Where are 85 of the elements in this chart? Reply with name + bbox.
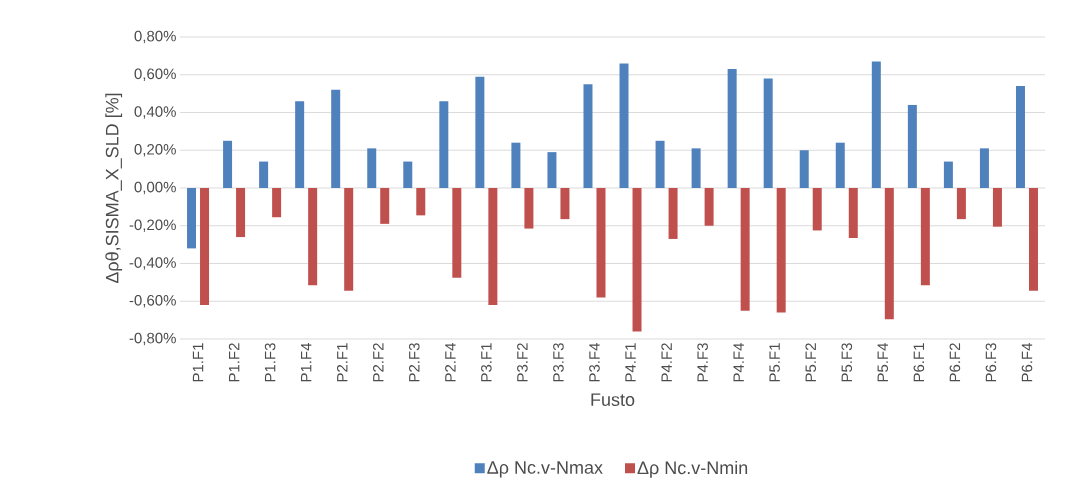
legend-label: Δρ Nc.v-Nmin bbox=[637, 460, 748, 478]
x-tick-label: P2.F3 bbox=[408, 343, 420, 382]
x-tick-label: P4.F2 bbox=[661, 343, 672, 382]
bar bbox=[475, 76, 485, 188]
x-tick-label: P4.F4 bbox=[733, 342, 744, 382]
bar bbox=[223, 140, 233, 188]
bar bbox=[727, 69, 737, 188]
legend-label: Δρ Nc.v-Nmax bbox=[487, 461, 603, 478]
bar bbox=[776, 187, 786, 313]
x-tick-label: P4.F3 bbox=[697, 343, 708, 382]
x-tick-label: P1.F2 bbox=[228, 343, 240, 382]
y-tick-label: -0,60% bbox=[129, 295, 176, 308]
x-tick-label: P5.F1 bbox=[769, 343, 780, 382]
bar bbox=[560, 187, 570, 220]
bar bbox=[511, 142, 521, 188]
bar bbox=[655, 140, 665, 188]
x-tick-label: P2.F4 bbox=[445, 342, 456, 382]
bar bbox=[799, 150, 809, 188]
bar bbox=[403, 161, 413, 188]
bar bbox=[200, 187, 210, 306]
x-tick-label: P3.F1 bbox=[481, 343, 492, 382]
bar bbox=[344, 187, 354, 291]
bar bbox=[884, 187, 894, 320]
bar bbox=[871, 61, 881, 188]
y-tick-label: 0,40% bbox=[134, 106, 176, 119]
x-tick-label: P1.F3 bbox=[264, 343, 276, 382]
x-tick-label: P5.F4 bbox=[877, 342, 889, 382]
bar bbox=[331, 89, 341, 188]
bar bbox=[187, 187, 197, 249]
x-tick-label: P5.F2 bbox=[805, 343, 817, 382]
bar bbox=[907, 104, 917, 188]
bar bbox=[439, 101, 449, 188]
y-tick-label: 0,00% bbox=[134, 181, 176, 195]
bar bbox=[835, 142, 845, 188]
bar bbox=[259, 161, 269, 188]
bar bbox=[704, 187, 714, 226]
bar bbox=[979, 148, 989, 188]
x-tick-label: P3.F4 bbox=[589, 342, 600, 382]
x-tick-label: P2.F2 bbox=[373, 343, 384, 382]
bar bbox=[1028, 187, 1038, 291]
x-tick-label: P6.F3 bbox=[985, 343, 997, 382]
x-tick-label: P4.F1 bbox=[625, 343, 636, 382]
bar bbox=[763, 78, 773, 188]
bar bbox=[992, 187, 1002, 227]
x-tick-label: P3.F3 bbox=[553, 343, 564, 382]
y-tick-label: 0,60% bbox=[134, 68, 176, 81]
bar bbox=[632, 187, 642, 332]
x-tick-label: P6.F2 bbox=[949, 343, 961, 382]
bar bbox=[416, 187, 426, 216]
y-axis-title: Δρθ,SISMA_X_SLD [%] bbox=[105, 93, 123, 284]
bar bbox=[272, 187, 282, 218]
y-tick-label: 0,80% bbox=[134, 30, 176, 44]
bar bbox=[740, 187, 750, 311]
bar bbox=[524, 187, 534, 229]
x-tick-label: P1.F4 bbox=[300, 342, 312, 382]
bar bbox=[668, 187, 678, 239]
bar bbox=[920, 187, 930, 286]
bar bbox=[547, 152, 557, 188]
bar bbox=[308, 187, 318, 286]
y-tick-label: -0,40% bbox=[129, 257, 176, 270]
bar bbox=[236, 187, 246, 238]
x-tick-label: P6.F4 bbox=[1021, 342, 1033, 382]
x-tick-label: P3.F2 bbox=[517, 343, 528, 382]
y-tick-label: 0,20% bbox=[134, 144, 176, 157]
bar bbox=[943, 161, 953, 188]
bar bbox=[380, 187, 390, 224]
bar bbox=[812, 187, 822, 231]
bar bbox=[367, 148, 377, 188]
bar bbox=[488, 187, 498, 306]
bar bbox=[691, 148, 701, 188]
x-tick-label: P1.F1 bbox=[192, 343, 204, 382]
bar bbox=[295, 101, 305, 188]
x-tick-label: P2.F1 bbox=[336, 343, 348, 382]
y-tick-label: -0,20% bbox=[129, 219, 176, 232]
bar bbox=[452, 187, 462, 278]
bar bbox=[619, 63, 629, 188]
x-tick-label: P5.F3 bbox=[841, 343, 853, 382]
x-tick-label: P6.F1 bbox=[913, 343, 925, 382]
bar bbox=[848, 187, 858, 239]
x-axis-title: Fusto bbox=[591, 393, 635, 406]
y-tick-label: -0,80% bbox=[129, 332, 176, 346]
bar bbox=[596, 187, 606, 298]
bar bbox=[1015, 86, 1025, 188]
bar bbox=[583, 84, 593, 188]
bar bbox=[956, 187, 966, 220]
